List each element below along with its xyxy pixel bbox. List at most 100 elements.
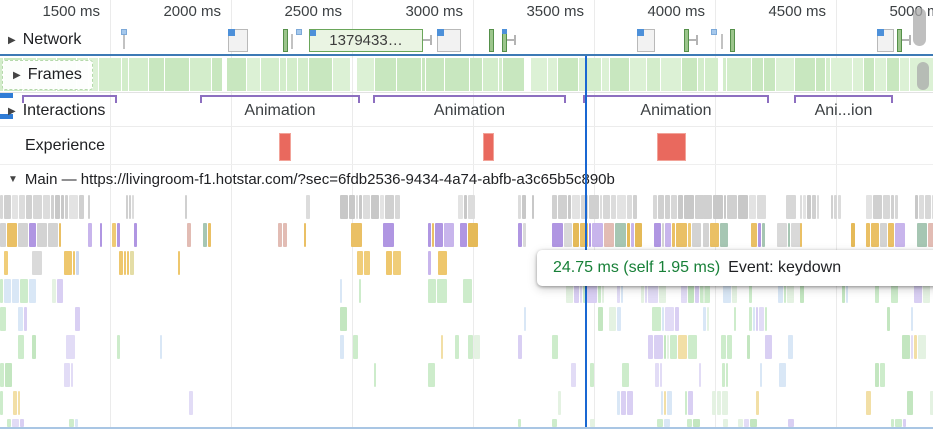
flame-bar[interactable] xyxy=(522,195,526,219)
network-request-line[interactable] xyxy=(291,34,293,49)
frame-bar[interactable] xyxy=(212,58,222,91)
flame-bar[interactable] xyxy=(845,279,848,303)
flame-bar[interactable] xyxy=(720,223,728,247)
flame-bar[interactable] xyxy=(750,223,757,247)
flame-bar[interactable] xyxy=(65,335,75,359)
flame-bar[interactable] xyxy=(0,223,6,247)
flame-bar[interactable] xyxy=(79,195,84,219)
layout-shift-marker[interactable] xyxy=(483,133,494,161)
flame-bar[interactable] xyxy=(17,335,24,359)
flame-bar[interactable] xyxy=(56,279,63,303)
playhead-line[interactable] xyxy=(585,56,587,427)
flame-bar[interactable] xyxy=(713,195,723,219)
flame-bar[interactable] xyxy=(761,223,765,247)
network-request[interactable] xyxy=(283,29,288,52)
flame-bar[interactable] xyxy=(611,195,616,219)
scrollbar-thumb[interactable] xyxy=(913,8,926,46)
flame-bar[interactable] xyxy=(692,419,700,427)
flame-bar[interactable] xyxy=(627,195,632,219)
interaction-span-line[interactable] xyxy=(583,95,769,97)
flame-bar[interactable] xyxy=(395,195,400,219)
flame-bar[interactable] xyxy=(524,307,527,331)
frame-bar[interactable] xyxy=(586,58,602,91)
frame-bar[interactable] xyxy=(864,58,875,91)
flame-bar[interactable] xyxy=(895,195,898,219)
flame-bar[interactable] xyxy=(757,223,761,247)
flame-bar[interactable] xyxy=(609,307,617,331)
flame-bar[interactable] xyxy=(65,195,68,219)
flame-bar[interactable] xyxy=(184,195,187,219)
track-drag-handle-icon[interactable] xyxy=(0,114,13,119)
flame-bar[interactable] xyxy=(359,195,362,219)
flame-bar[interactable] xyxy=(674,307,679,331)
flame-bar[interactable] xyxy=(671,195,678,219)
flame-bar[interactable] xyxy=(55,195,60,219)
network-track-toggle[interactable]: ▶ Network xyxy=(8,31,81,49)
flame-bar[interactable] xyxy=(444,223,454,247)
flame-bar[interactable] xyxy=(677,335,687,359)
flame-bar[interactable] xyxy=(598,279,602,303)
flame-bar[interactable] xyxy=(589,419,595,427)
flame-bar[interactable] xyxy=(873,195,882,219)
flame-bar[interactable] xyxy=(462,279,472,303)
flame-bar[interactable] xyxy=(617,307,622,331)
flame-bar[interactable] xyxy=(435,223,443,247)
flame-bar[interactable] xyxy=(380,195,384,219)
network-request[interactable] xyxy=(637,29,655,52)
network-request[interactable] xyxy=(730,29,735,52)
flame-bar[interactable] xyxy=(807,195,811,219)
flame-bar[interactable] xyxy=(69,195,78,219)
flame-bar[interactable] xyxy=(573,223,579,247)
flame-bar[interactable] xyxy=(74,419,78,427)
flame-bar[interactable] xyxy=(667,391,673,415)
flame-bar[interactable] xyxy=(468,223,479,247)
flame-bar[interactable] xyxy=(647,279,658,303)
network-request[interactable] xyxy=(684,29,689,52)
flame-bar[interactable] xyxy=(432,223,434,247)
flame-bar[interactable] xyxy=(703,279,705,303)
flame-bar[interactable] xyxy=(759,363,762,387)
flame-bar[interactable] xyxy=(749,307,753,331)
network-request[interactable] xyxy=(502,29,507,52)
flame-bar[interactable] xyxy=(663,419,670,427)
flame-bar[interactable] xyxy=(73,251,76,275)
flame-bar[interactable] xyxy=(568,195,571,219)
flame-bar[interactable] xyxy=(386,251,393,275)
flame-bar[interactable] xyxy=(61,195,64,219)
frame-bar[interactable] xyxy=(698,58,705,91)
flame-bar[interactable] xyxy=(687,279,694,303)
flame-bar[interactable] xyxy=(891,195,894,219)
frame-bar[interactable] xyxy=(647,58,661,91)
flame-bar[interactable] xyxy=(656,419,663,427)
flame-bar[interactable] xyxy=(672,223,676,247)
flame-bar[interactable] xyxy=(340,335,344,359)
flame-bar[interactable] xyxy=(750,419,758,427)
network-request[interactable] xyxy=(228,29,248,52)
flame-bar[interactable] xyxy=(891,279,899,303)
frame-bar[interactable] xyxy=(129,58,148,91)
frame-bar[interactable] xyxy=(425,58,444,91)
flame-bar[interactable] xyxy=(23,307,27,331)
flame-bar[interactable] xyxy=(437,251,447,275)
flame-bar[interactable] xyxy=(566,279,574,303)
flame-bar[interactable] xyxy=(928,223,933,247)
flame-bar[interactable] xyxy=(620,279,623,303)
frame-bar[interactable] xyxy=(558,58,579,91)
frame-bar[interactable] xyxy=(764,58,776,91)
flame-bar[interactable] xyxy=(886,307,890,331)
frame-bar[interactable] xyxy=(469,58,482,91)
flame-bar[interactable] xyxy=(621,363,629,387)
flame-bar[interactable] xyxy=(686,419,692,427)
flame-bar[interactable] xyxy=(687,335,697,359)
flame-bar[interactable] xyxy=(6,419,11,427)
flame-bar[interactable] xyxy=(917,335,926,359)
frame-bar[interactable] xyxy=(795,58,816,91)
flame-bar[interactable] xyxy=(850,223,855,247)
flame-bar[interactable] xyxy=(68,419,74,427)
network-request[interactable] xyxy=(877,29,894,52)
scrollbar-thumb[interactable] xyxy=(917,62,929,90)
flame-bar[interactable] xyxy=(18,223,28,247)
frame-bar[interactable] xyxy=(190,58,211,91)
track-drag-handle-icon[interactable] xyxy=(0,93,13,98)
flame-bar[interactable] xyxy=(208,223,212,247)
